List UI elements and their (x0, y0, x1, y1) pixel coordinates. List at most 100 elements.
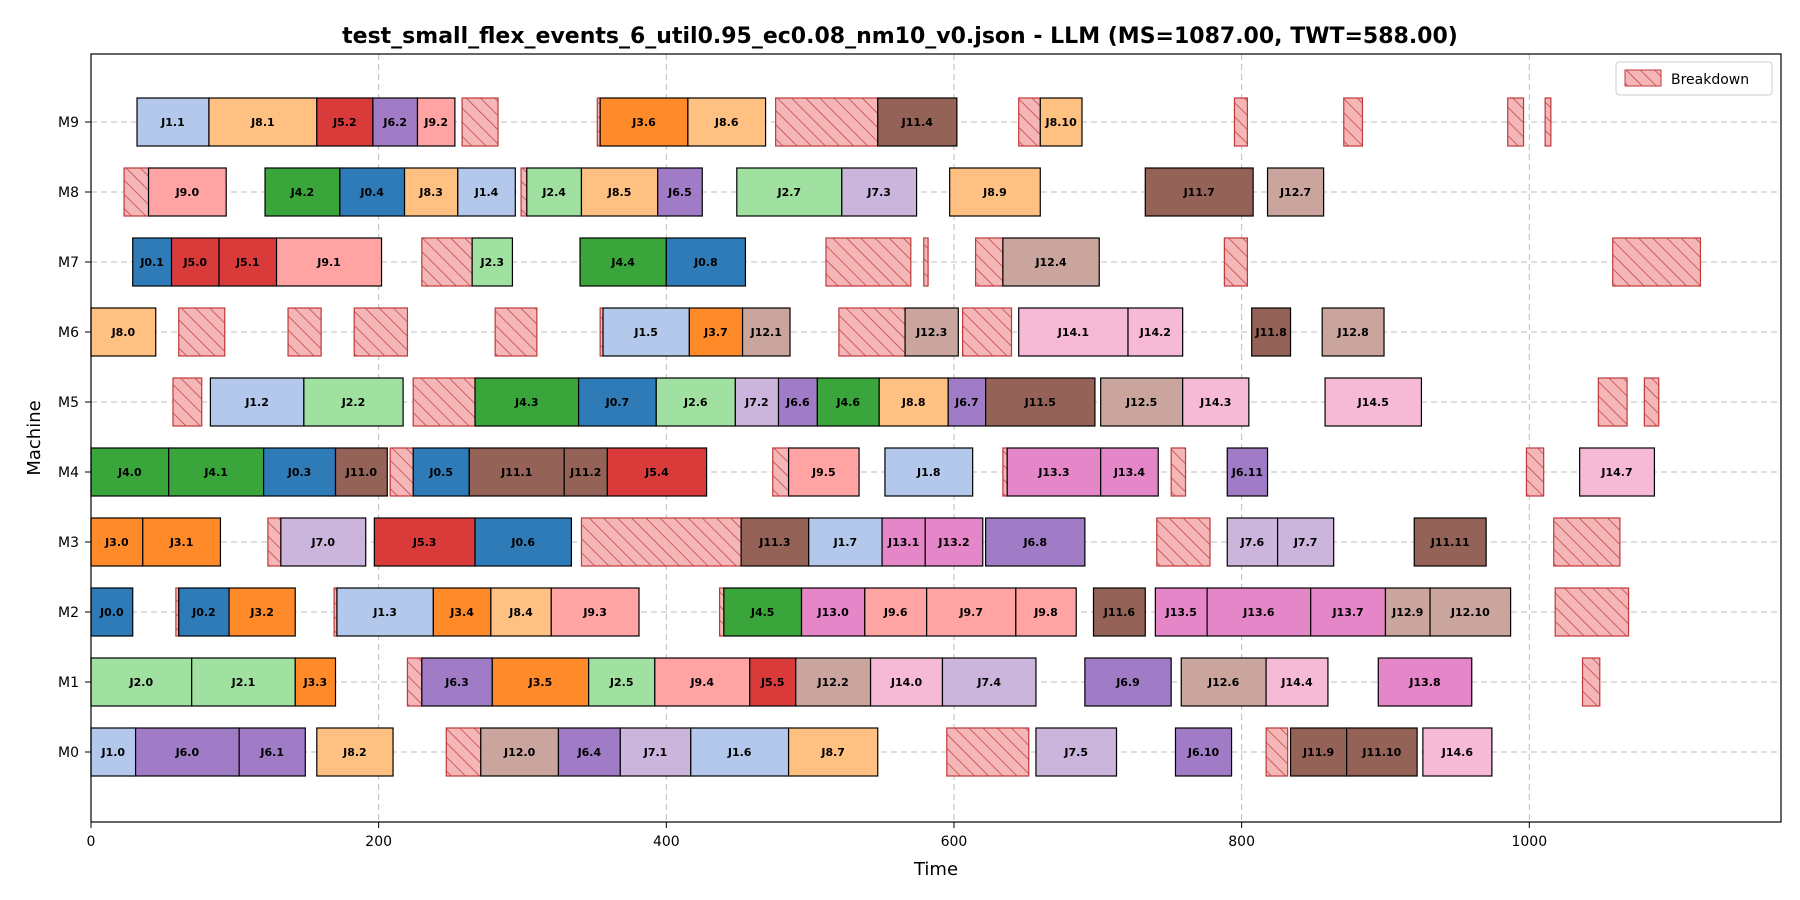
task-bar (339, 167, 406, 217)
task-label: J0.3 (287, 466, 312, 479)
task-bar (1006, 447, 1102, 497)
task-bar (741, 307, 791, 357)
breakdown-bar (775, 97, 879, 147)
task-bar (412, 447, 470, 497)
task-label: J7.6 (1240, 536, 1265, 549)
task-bar (1377, 657, 1473, 707)
y-tick-label: M1 (58, 675, 79, 691)
task-label: J11.10 (1361, 746, 1401, 759)
task-bar (580, 167, 659, 217)
task-bar (1289, 727, 1348, 777)
task-label: J14.4 (1280, 676, 1313, 689)
task-bar (491, 657, 590, 707)
task-label: J11.1 (500, 466, 532, 479)
task-label: J9.7 (958, 606, 983, 619)
breakdown-bar (421, 237, 473, 287)
task-bar (688, 307, 744, 357)
task-bar (1035, 727, 1118, 777)
y-tick-label: M8 (58, 185, 79, 201)
task-bar (985, 377, 1096, 427)
task-label: J8.9 (982, 186, 1007, 199)
breakdown-bar (172, 377, 203, 427)
task-label: J11.11 (1430, 536, 1470, 549)
task-label: J12.8 (1336, 326, 1368, 339)
task-bar (275, 237, 383, 287)
task-bar (577, 377, 657, 427)
breakdown-bar (1581, 657, 1601, 707)
y-tick-label: M3 (58, 535, 79, 551)
task-label: J14.7 (1600, 466, 1632, 479)
task-label: J6.3 (444, 676, 469, 689)
task-bar (372, 97, 419, 147)
task-label: J9.8 (1033, 606, 1058, 619)
task-label: J9.0 (175, 186, 200, 199)
task-bar (1413, 517, 1487, 567)
task-label: J2.1 (231, 676, 256, 689)
breakdown-bar (1612, 237, 1702, 287)
task-label: J2.0 (129, 676, 154, 689)
task-bar (985, 517, 1086, 567)
task-bar (218, 237, 278, 287)
breakdown-bar (923, 237, 929, 287)
y-tick-label: M2 (58, 605, 79, 621)
task-label: J1.8 (916, 466, 941, 479)
breakdown-bar (178, 307, 226, 357)
task-label: J0.5 (428, 466, 453, 479)
task-bar (90, 587, 134, 637)
task-bar (1310, 587, 1387, 637)
breakdown-bar (962, 307, 1013, 357)
task-label: J12.7 (1279, 186, 1311, 199)
task-label: J9.6 (883, 606, 908, 619)
task-label: J7.1 (643, 746, 668, 759)
task-bar (881, 517, 926, 567)
task-bar (421, 657, 493, 707)
task-label: J6.10 (1187, 746, 1220, 759)
task-bar (869, 657, 944, 707)
task-label: J4.2 (290, 186, 315, 199)
task-bar (474, 377, 580, 427)
task-bar (468, 447, 565, 497)
task-bar (416, 97, 456, 147)
task-label: J5.3 (412, 536, 437, 549)
task-label: J4.5 (750, 606, 775, 619)
y-tick-label: M6 (58, 325, 79, 341)
breakdown-bar (287, 307, 322, 357)
breakdown-bar (1554, 587, 1630, 637)
task-label: J7.5 (1063, 746, 1088, 759)
task-bar (599, 97, 689, 147)
x-tick-label: 600 (941, 834, 968, 850)
task-label: J2.3 (479, 256, 504, 269)
task-bar (579, 237, 667, 287)
task-label: J4.3 (514, 396, 539, 409)
task-bar (657, 167, 703, 217)
task-bar (1084, 657, 1172, 707)
breakdown-bar (772, 447, 790, 497)
task-label: J4.0 (117, 466, 142, 479)
breakdown-bar (946, 727, 1030, 777)
breakdown-bar (353, 307, 409, 357)
x-tick-label: 800 (1228, 834, 1255, 850)
task-bar (1127, 307, 1184, 357)
task-label: J2.2 (341, 396, 366, 409)
breakdown-bar (1525, 447, 1545, 497)
task-label: J3.3 (303, 676, 328, 689)
task-label: J12.0 (503, 746, 536, 759)
task-bar (947, 377, 987, 427)
task-bar (262, 447, 337, 497)
task-label: J6.5 (667, 186, 692, 199)
task-label: J12.9 (1391, 606, 1423, 619)
task-label: J12.10 (1450, 606, 1490, 619)
task-label: J13.5 (1165, 606, 1197, 619)
task-bar (373, 517, 476, 567)
task-bar (1266, 167, 1325, 217)
breakdown-bar (123, 167, 150, 217)
task-label: J3.0 (104, 536, 129, 549)
task-bar (655, 377, 736, 427)
task-bar (878, 377, 949, 427)
task-bar (1100, 447, 1159, 497)
task-bar (777, 377, 818, 427)
task-label: J8.5 (607, 186, 632, 199)
task-label: J11.9 (1302, 746, 1334, 759)
task-bar (336, 587, 434, 637)
